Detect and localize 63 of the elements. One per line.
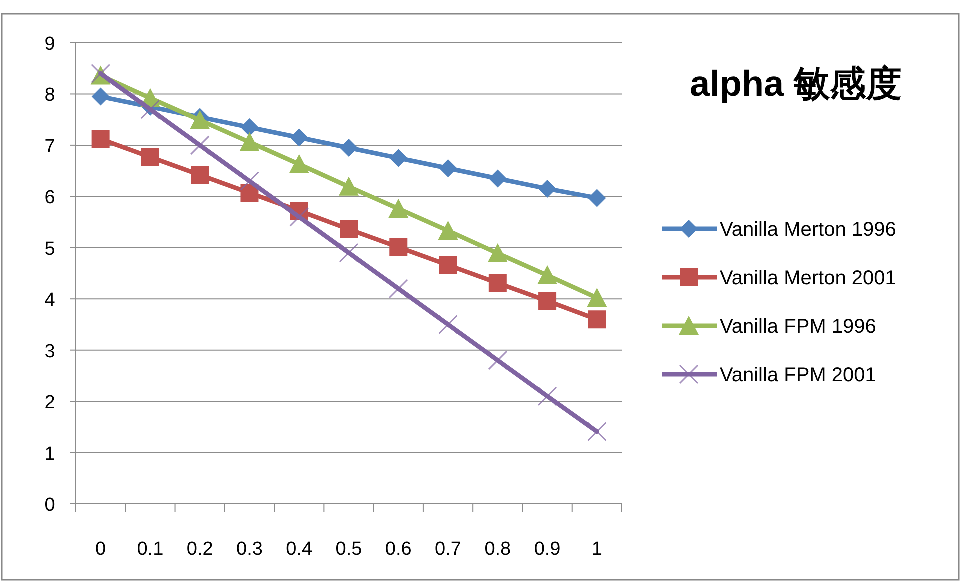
y-tick-label: 2 <box>44 392 56 414</box>
y-tick-label: 9 <box>44 34 56 55</box>
point <box>588 310 606 329</box>
x-tick-label: 0.1 <box>137 539 164 560</box>
point <box>190 136 210 156</box>
point <box>538 292 557 310</box>
point <box>290 207 310 227</box>
point <box>488 350 508 370</box>
point <box>240 172 260 192</box>
point <box>141 148 160 166</box>
legend-label: Vanilla FPM 1996 <box>720 316 876 338</box>
point <box>92 130 110 148</box>
point <box>488 274 507 292</box>
point <box>240 118 259 137</box>
point <box>439 256 458 274</box>
point <box>538 180 557 198</box>
x-tick-label: 0.6 <box>385 539 412 560</box>
point <box>92 88 110 106</box>
x-tick-label: 0.4 <box>286 539 313 560</box>
point <box>538 266 558 285</box>
y-tick-label: 7 <box>44 136 56 158</box>
text: alpha 敏感度 <box>690 63 902 104</box>
point <box>390 149 408 168</box>
point <box>240 132 260 152</box>
y-tick-label: 4 <box>44 290 56 312</box>
point <box>388 279 408 299</box>
legend-label: Vanilla Merton 1996 <box>720 219 896 241</box>
point <box>587 288 608 308</box>
point <box>140 100 160 120</box>
x-tick-label: 0 <box>96 539 106 560</box>
point <box>488 244 508 263</box>
x-tick-label: 0.7 <box>435 539 462 560</box>
point <box>390 238 408 256</box>
point <box>290 128 308 147</box>
point <box>339 176 359 196</box>
point <box>438 220 458 240</box>
x-tick-label: 0.3 <box>236 539 263 560</box>
point <box>191 166 210 184</box>
x-tick-label: 0.8 <box>484 539 512 560</box>
point <box>340 139 358 158</box>
point <box>587 422 607 442</box>
point <box>588 189 606 208</box>
x-tick-label: 0.9 <box>534 539 561 560</box>
y-tick-label: 3 <box>44 341 56 362</box>
y-tick-label: 6 <box>44 188 56 209</box>
legend-label: Vanilla FPM 2001 <box>720 364 876 386</box>
point <box>439 159 458 178</box>
point <box>488 170 507 188</box>
y-tick-label: 8 <box>44 85 56 106</box>
point <box>538 386 558 406</box>
point <box>190 110 210 130</box>
point <box>388 198 409 218</box>
y-tick-label: 0 <box>44 495 56 516</box>
x-tick-label: 0.2 <box>186 539 214 560</box>
point <box>289 154 310 174</box>
point <box>339 243 359 263</box>
x-tick-label: 1 <box>592 539 602 560</box>
x-tick-label: 0.5 <box>336 539 362 560</box>
point <box>438 314 458 334</box>
y-tick-label: 1 <box>44 444 56 465</box>
legend-label: Vanilla Merton 2001 <box>720 268 896 290</box>
point <box>340 220 358 238</box>
y-tick-label: 5 <box>44 238 56 260</box>
